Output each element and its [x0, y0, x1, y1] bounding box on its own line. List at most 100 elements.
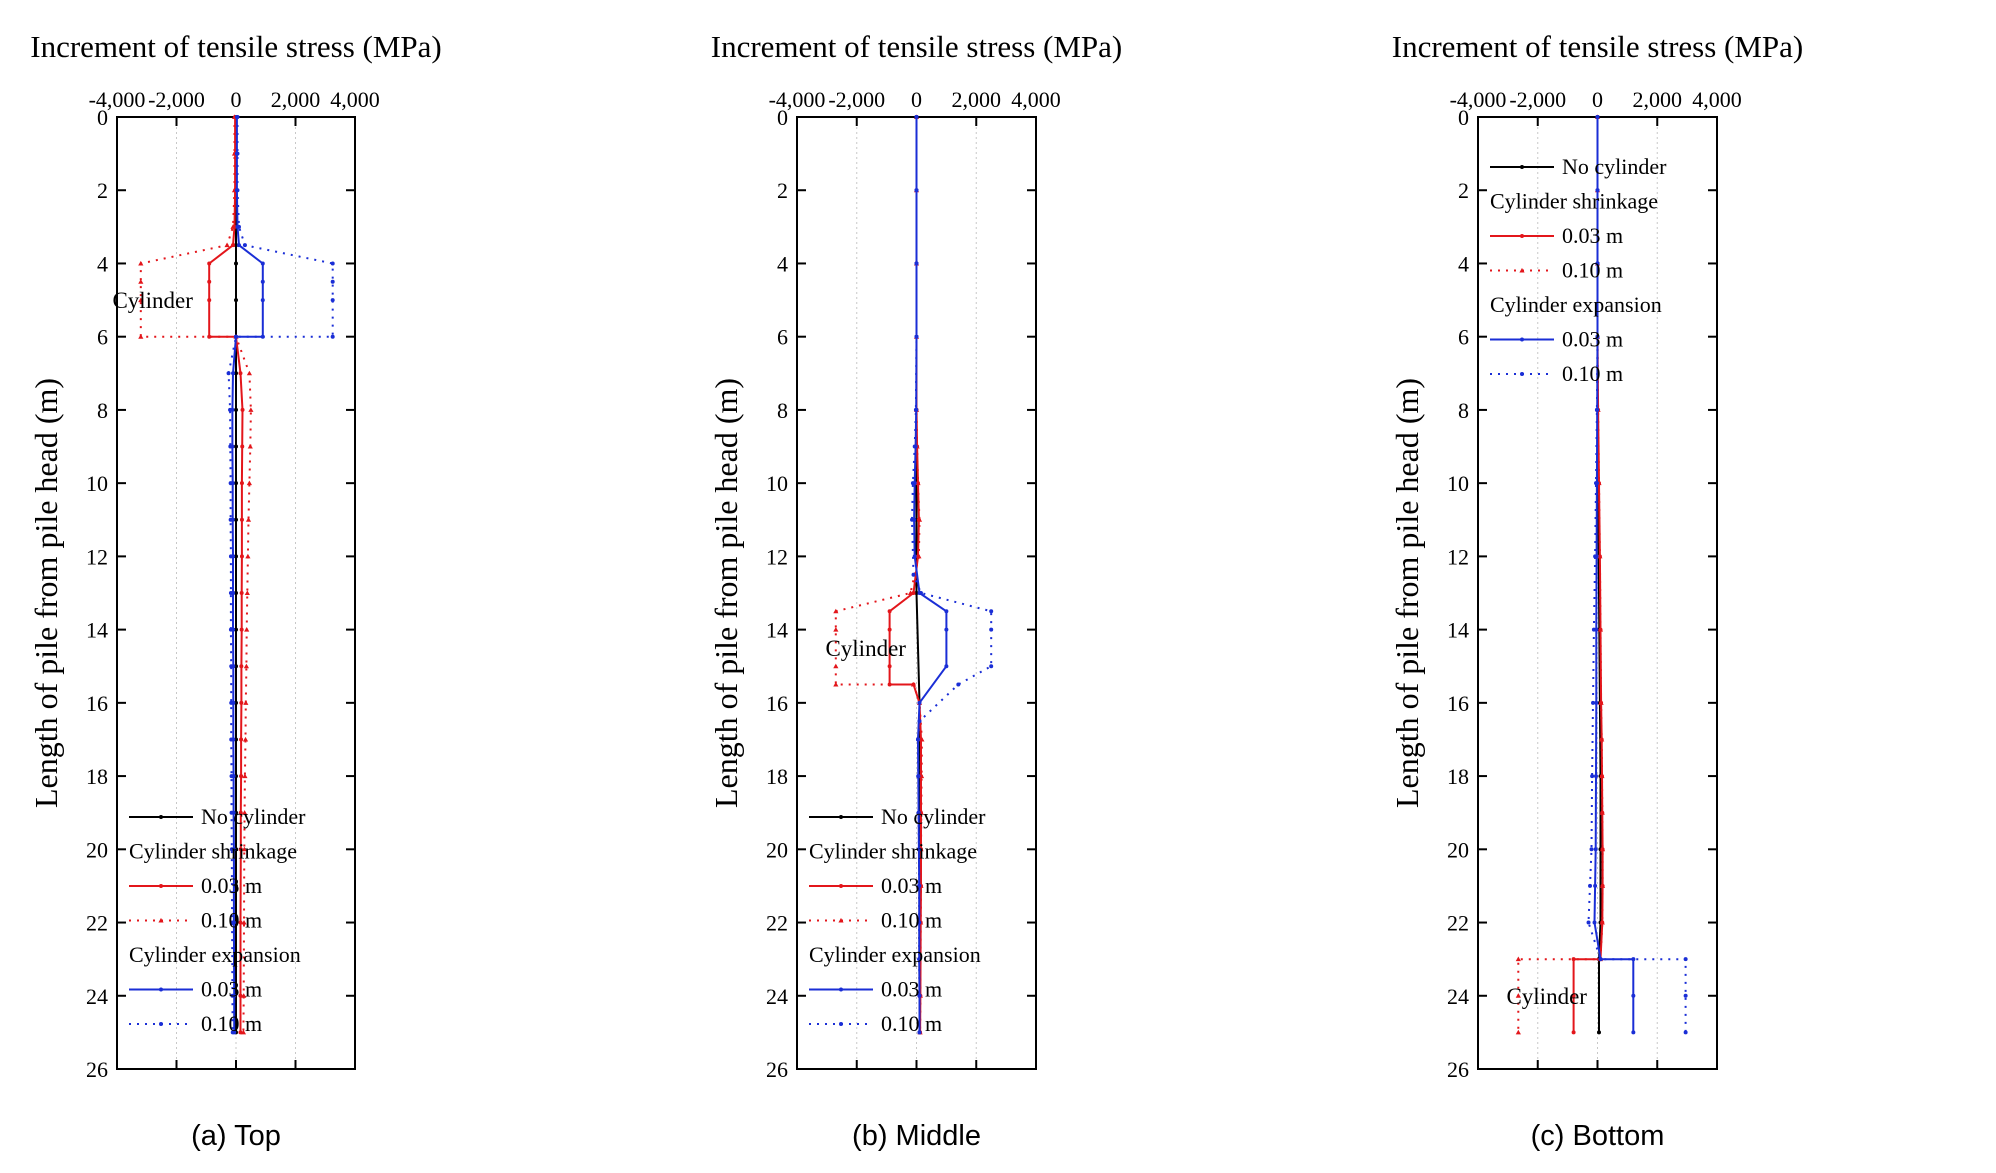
series-4-point-1 — [1595, 188, 1600, 193]
legend-label-1: 0.03 m — [1562, 223, 1623, 248]
series-2-point-6 — [1597, 553, 1603, 559]
series-1-point-8 — [207, 334, 212, 339]
legend-marker-3 — [1520, 337, 1524, 342]
x-axis-title: Increment of tensile stress (MPa) — [30, 29, 442, 64]
series-2-point-14 — [910, 681, 917, 687]
x-tick-label-3: 2,000 — [271, 87, 321, 112]
legend: No cylinder Cylinder shrinkage 0.03 m 0.10 … — [809, 804, 986, 1036]
series-4-point-0 — [235, 115, 240, 119]
y-tick-label-1: 2 — [97, 178, 108, 203]
series-4-point-2 — [1595, 261, 1600, 266]
x-tick-label-0: -4,000 — [89, 87, 146, 112]
y-tick-label-8: 16 — [86, 691, 108, 716]
series-1-point-12 — [240, 444, 245, 449]
series-4-point-0 — [914, 115, 919, 119]
y-tick-label-9: 18 — [86, 764, 108, 789]
series-1-point-13 — [239, 481, 244, 486]
series-4-point-21 — [229, 774, 234, 779]
y-tick-label-4: 8 — [1458, 398, 1469, 423]
y-tick-label-5: 10 — [766, 471, 788, 496]
series-1-point-21 — [239, 774, 244, 779]
legend-marker-0 — [159, 815, 163, 819]
y-tick-label-6: 12 — [766, 544, 788, 569]
series-2-point-10 — [833, 608, 839, 614]
legend-label-4: 0.10 m — [881, 1011, 942, 1036]
series-4-point-14 — [228, 517, 233, 522]
x-tick-label-2: 0 — [231, 87, 242, 112]
series-4-point-13 — [228, 481, 233, 486]
legend-header-shrinkage: Cylinder shrinkage — [1490, 189, 1658, 214]
y-tick-label-5: 10 — [1447, 471, 1469, 496]
series-4-point-2 — [235, 188, 240, 193]
series-1-point-18 — [239, 664, 244, 669]
series-2-point-12 — [833, 663, 839, 669]
y-tick-label-2: 4 — [1458, 251, 1469, 276]
series-2-point-8 — [138, 334, 144, 339]
series-2-point-13 — [246, 480, 252, 486]
legend-marker-3 — [839, 987, 843, 992]
series-2-point-9 — [1599, 736, 1605, 742]
y-tick-label-3: 6 — [97, 325, 108, 350]
series-4-point-7 — [330, 298, 335, 303]
series-2-point-5 — [138, 260, 144, 266]
series-2-point-6 — [138, 279, 144, 284]
series-4-point-3 — [914, 334, 919, 339]
series-group-2 — [1515, 114, 1688, 1035]
series-1-point-25 — [238, 993, 243, 998]
series-2-point-21 — [242, 773, 248, 779]
y-tick-label-3: 6 — [1458, 325, 1469, 350]
series-0-point-9 — [234, 407, 238, 412]
series-4-point-4 — [1594, 407, 1599, 412]
series-4-point-4 — [242, 243, 247, 248]
series-4-point-16 — [1683, 1030, 1688, 1035]
series-3-point-8 — [1594, 700, 1599, 705]
x-axis-title: Increment of tensile stress (MPa) — [711, 29, 1123, 64]
series-4-point-24 — [230, 920, 235, 925]
series-1-point-10 — [887, 609, 892, 614]
x-tick-label-3: 2,000 — [952, 87, 1002, 112]
series-4-point-6 — [330, 279, 335, 284]
series-4-point-15 — [228, 554, 233, 559]
series-4-point-12 — [1586, 920, 1591, 925]
series-2-point-16 — [919, 736, 925, 742]
legend: No cylinder Cylinder shrinkage 0.03 m 0.10 … — [129, 804, 306, 1036]
legend-label-3: 0.03 m — [881, 977, 942, 1002]
series-2-point-14 — [245, 517, 252, 522]
series-2-point-4 — [224, 242, 230, 248]
legend-marker-0 — [839, 815, 843, 819]
chart-panel-2: -4,000 -2,000 0 2,000 4,00002468101214161820… — [1389, 29, 1803, 1152]
series-4-point-11 — [1588, 883, 1593, 888]
series-1-point-7 — [207, 298, 212, 303]
series-1-point-17 — [239, 627, 244, 632]
legend-label-1: 0.03 m — [201, 873, 262, 898]
series-4-point-5 — [1594, 481, 1599, 486]
y-tick-label-3: 6 — [777, 325, 788, 350]
x-tick-label-1: -2,000 — [1509, 87, 1566, 112]
chart-panel-0: -4,000 -2,000 0 2,000 4,00002468101214161820… — [28, 29, 442, 1152]
x-tick-label-0: -4,000 — [1450, 87, 1507, 112]
legend-marker-2 — [1519, 267, 1525, 273]
series-0-point-22 — [234, 883, 238, 888]
series-1-point-19 — [239, 700, 244, 705]
series-1-point-5 — [207, 261, 212, 266]
series-4-point-3 — [236, 224, 241, 229]
cylinder-annotation: Cylinder — [1506, 984, 1587, 1009]
series-2-point-7 — [916, 517, 923, 522]
y-tick-label-9: 18 — [1447, 764, 1469, 789]
series-2-point-12 — [1599, 846, 1606, 852]
series-2-point-17 — [1515, 993, 1521, 998]
series-2-point-24 — [241, 919, 247, 925]
series-4-point-13 — [1598, 957, 1603, 962]
legend-header-shrinkage: Cylinder shrinkage — [809, 839, 977, 864]
y-tick-label-11: 22 — [766, 911, 788, 936]
series-1-point-23 — [238, 847, 243, 852]
series-4-point-5 — [912, 444, 917, 449]
series-2-point-8 — [1598, 700, 1604, 705]
series-4-point-1 — [914, 188, 919, 193]
series-4-point-10 — [989, 609, 994, 614]
legend-marker-1 — [159, 884, 163, 888]
legend-label-2: 0.10 m — [1562, 258, 1623, 283]
series-2-point-3 — [230, 224, 236, 229]
series-2-point-8 — [916, 553, 922, 559]
series-0-point-14 — [234, 591, 238, 595]
